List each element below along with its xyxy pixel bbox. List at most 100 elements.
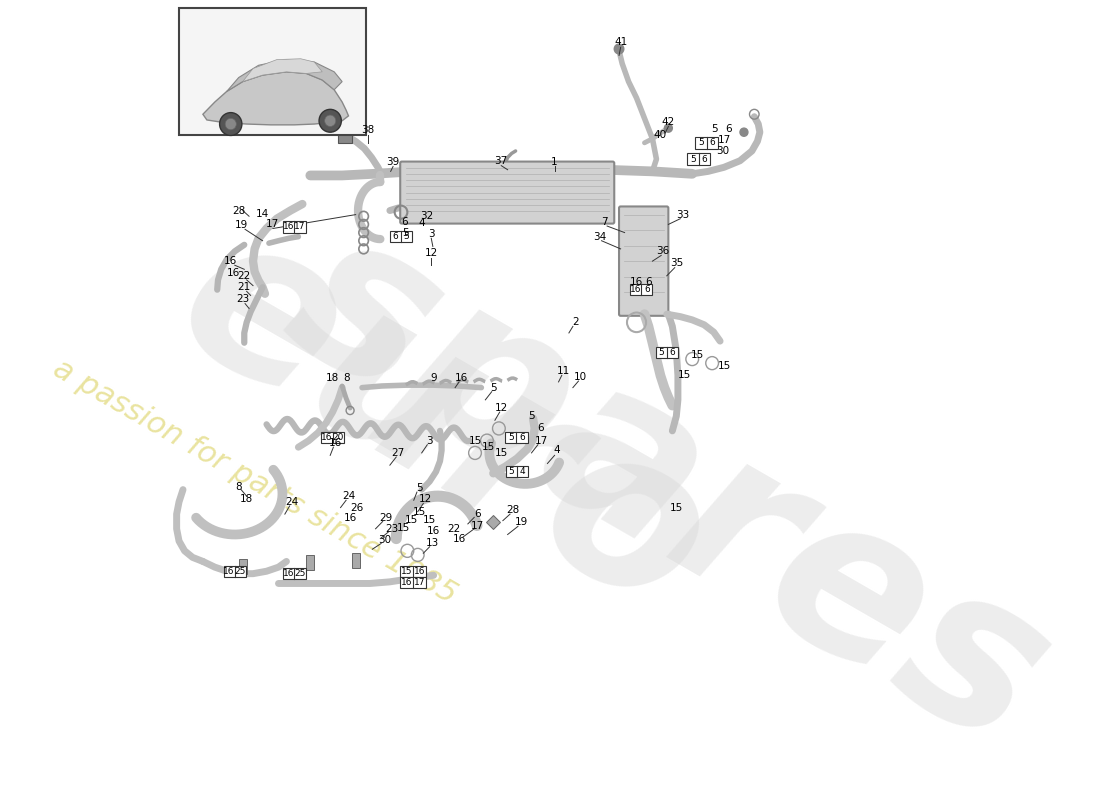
Text: 6: 6: [726, 124, 733, 134]
Text: 5: 5: [508, 467, 515, 476]
Bar: [688, 154, 710, 165]
Text: 6: 6: [646, 277, 652, 286]
Circle shape: [614, 44, 624, 54]
Circle shape: [319, 110, 341, 132]
Text: 38: 38: [361, 125, 374, 134]
Bar: [179, 8, 366, 134]
Text: 30: 30: [716, 146, 729, 156]
Text: 32: 32: [420, 211, 433, 222]
Text: 8: 8: [235, 482, 242, 492]
Text: 16: 16: [227, 268, 240, 278]
Text: 6: 6: [393, 232, 398, 241]
Text: 16: 16: [630, 277, 644, 286]
Text: 4: 4: [418, 218, 425, 228]
Text: 5: 5: [690, 154, 696, 164]
Text: 23: 23: [386, 524, 399, 534]
Text: 11: 11: [557, 366, 570, 376]
Bar: [400, 577, 426, 588]
Text: 15: 15: [405, 515, 418, 525]
Text: euro: euro: [143, 189, 745, 660]
Bar: [656, 347, 678, 358]
Text: 42: 42: [662, 118, 675, 127]
Text: 35: 35: [670, 258, 683, 268]
Bar: [506, 466, 528, 478]
Text: 28: 28: [507, 505, 520, 515]
Circle shape: [740, 128, 748, 136]
Bar: [284, 221, 306, 233]
Text: 17: 17: [535, 436, 548, 446]
Text: 10: 10: [574, 372, 587, 382]
Text: 12: 12: [419, 494, 432, 505]
Text: 7: 7: [602, 217, 608, 227]
Text: 25: 25: [295, 569, 306, 578]
Text: 15: 15: [678, 370, 691, 380]
Text: 19: 19: [515, 518, 528, 527]
Text: 5: 5: [712, 124, 718, 134]
Polygon shape: [202, 72, 349, 125]
Circle shape: [664, 124, 672, 132]
Text: 6: 6: [670, 348, 675, 357]
Bar: [239, 559, 246, 574]
Text: 15: 15: [670, 502, 683, 513]
Text: 26: 26: [350, 502, 363, 513]
Text: 23: 23: [236, 294, 250, 305]
Text: 5: 5: [404, 232, 409, 241]
Bar: [352, 554, 361, 568]
Text: 5: 5: [698, 138, 704, 147]
Text: 37: 37: [495, 156, 508, 166]
Text: 18: 18: [326, 373, 339, 383]
Text: 17: 17: [414, 578, 425, 587]
Text: 16: 16: [427, 526, 440, 536]
Text: 24: 24: [285, 497, 298, 507]
Text: 29: 29: [379, 513, 393, 523]
Polygon shape: [227, 59, 342, 91]
Text: 14: 14: [256, 209, 270, 219]
Text: 6: 6: [710, 138, 715, 147]
Text: 17: 17: [471, 521, 484, 530]
Text: 3: 3: [428, 230, 435, 239]
Text: 30: 30: [377, 535, 390, 546]
Text: 5: 5: [508, 433, 514, 442]
Text: 1: 1: [551, 157, 558, 166]
Text: 15: 15: [470, 436, 483, 446]
Text: 16: 16: [630, 285, 641, 294]
Text: 5: 5: [416, 483, 422, 493]
Text: 18: 18: [240, 494, 253, 504]
Bar: [321, 432, 343, 443]
Text: a passion for parts since 1985: a passion for parts since 1985: [47, 354, 462, 610]
Polygon shape: [243, 58, 322, 82]
Text: 21: 21: [238, 282, 251, 292]
Bar: [630, 284, 652, 295]
Text: 17: 17: [294, 222, 306, 231]
Text: 12: 12: [495, 403, 508, 413]
Text: 4: 4: [553, 446, 560, 455]
Text: 15: 15: [717, 361, 730, 370]
Text: 15: 15: [412, 507, 426, 518]
Text: 16: 16: [329, 438, 342, 448]
Circle shape: [324, 115, 336, 126]
Text: 5: 5: [658, 348, 664, 357]
Text: 25: 25: [234, 566, 246, 576]
Text: 16: 16: [321, 433, 333, 442]
Text: 20: 20: [332, 433, 344, 442]
Text: 16: 16: [224, 256, 238, 266]
Text: 24: 24: [342, 491, 355, 501]
Text: 16: 16: [223, 566, 235, 576]
Text: 15: 15: [691, 350, 704, 360]
Text: 27: 27: [392, 448, 405, 458]
Text: 15: 15: [400, 566, 412, 576]
Text: 16: 16: [400, 578, 412, 587]
Bar: [389, 231, 412, 242]
Bar: [400, 566, 426, 577]
Text: 39: 39: [386, 157, 399, 166]
Bar: [223, 566, 246, 577]
Text: 16: 16: [283, 222, 295, 231]
Text: 33: 33: [676, 210, 690, 220]
Text: 34: 34: [593, 232, 606, 242]
Text: 17: 17: [717, 135, 730, 146]
Text: 5: 5: [403, 227, 409, 238]
Text: 6: 6: [519, 433, 525, 442]
Text: 4: 4: [520, 467, 526, 476]
Text: 15: 15: [424, 515, 437, 525]
Text: 6: 6: [400, 217, 407, 227]
